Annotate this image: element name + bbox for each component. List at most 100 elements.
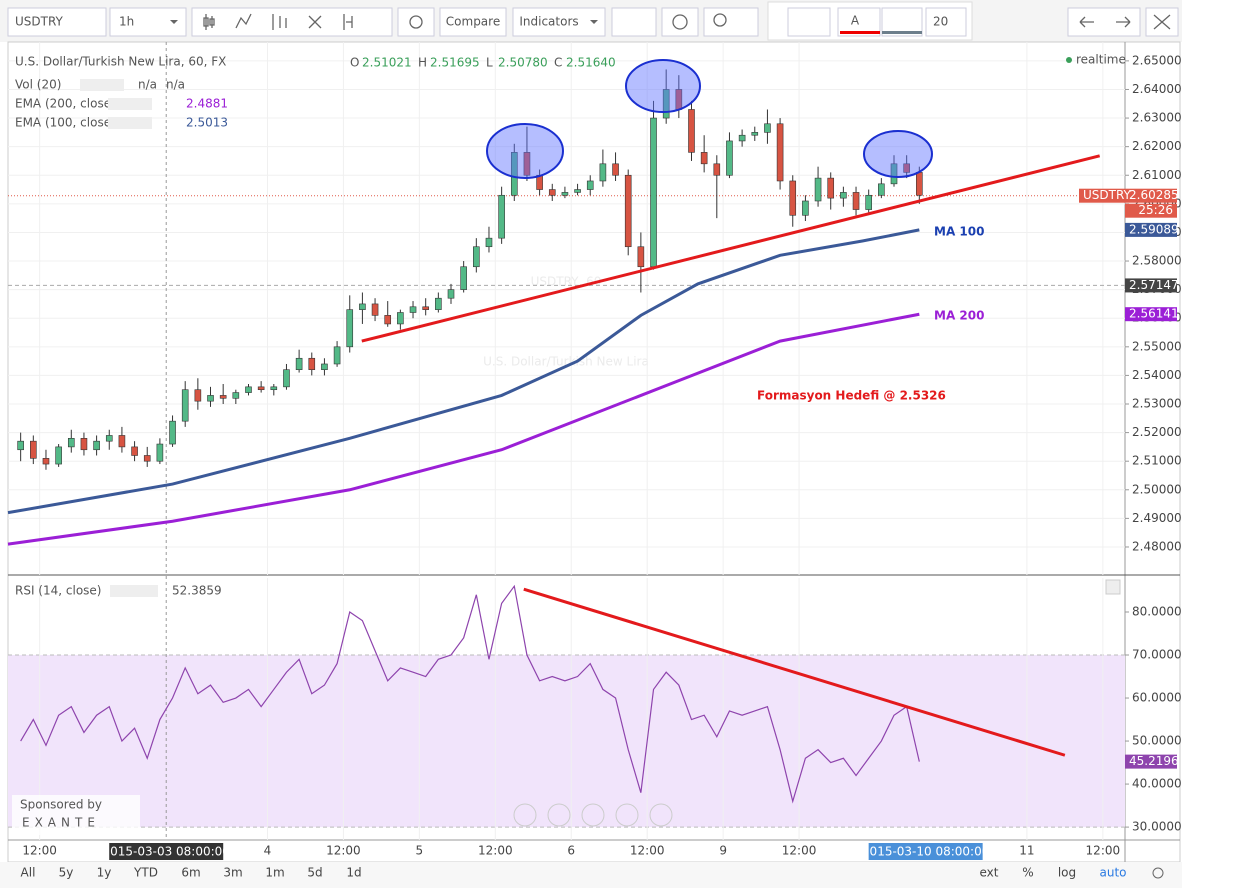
- y-tick-label: 30.0000: [1132, 820, 1182, 834]
- template-button[interactable]: [611, 7, 657, 37]
- study-value: 2.4881: [186, 97, 228, 111]
- rsi-trendline: [523, 587, 1066, 757]
- axis-option[interactable]: auto: [1099, 866, 1126, 880]
- y-tick-label: 60.0000: [1132, 691, 1182, 705]
- gear-icon[interactable]: [409, 15, 423, 29]
- maximize-pane[interactable]: [1105, 579, 1121, 595]
- study-value: n/a: [138, 78, 157, 92]
- compare[interactable]: Compare: [446, 15, 500, 29]
- candle-body: [397, 312, 404, 325]
- candle-body: [207, 395, 214, 402]
- study-icons[interactable]: [108, 98, 152, 110]
- fullscreen-button[interactable]: [1145, 7, 1179, 37]
- ohlc-key: C: [554, 56, 562, 70]
- interval[interactable]: 1h: [119, 15, 134, 29]
- settings-gear[interactable]: [1152, 867, 1164, 879]
- rsi-badge: [1125, 754, 1177, 769]
- ohlc-value: 2.51695: [430, 56, 480, 70]
- candle-body: [435, 297, 442, 310]
- candle-body: [890, 163, 898, 185]
- candles-icon[interactable]: [203, 14, 215, 30]
- price-badge-label: 2.57147: [1129, 278, 1179, 292]
- crosshair-label: 2015-03-10 08:00:00: [862, 845, 989, 859]
- alarm-icon[interactable]: [672, 14, 688, 30]
- pattern-circle: [625, 59, 701, 113]
- candle-body: [814, 177, 822, 202]
- ma-label: MA 100: [934, 224, 984, 238]
- period-button[interactable]: 5y: [59, 866, 74, 880]
- period-button[interactable]: YTD: [133, 866, 158, 880]
- alert-button[interactable]: [661, 7, 699, 37]
- chart-type-box[interactable]: [191, 7, 393, 37]
- period-button[interactable]: 6m: [181, 866, 200, 880]
- text-tool[interactable]: A: [851, 14, 860, 28]
- nav-button[interactable]: [513, 803, 537, 827]
- bulb-icon[interactable]: [713, 13, 727, 27]
- fullscreen-icon[interactable]: [1153, 14, 1171, 30]
- line-icon[interactable]: [235, 13, 252, 29]
- candle-body: [308, 357, 316, 370]
- study-icons[interactable]: [110, 585, 158, 597]
- settings-button[interactable]: [397, 7, 435, 37]
- text-color: [840, 31, 880, 34]
- font-size[interactable]: 20: [933, 15, 948, 29]
- candle-body: [802, 200, 809, 216]
- rsi-badge-label: 45.2196: [1129, 754, 1179, 768]
- undo-icon[interactable]: [1079, 16, 1094, 28]
- period-button[interactable]: 1m: [265, 866, 284, 880]
- x-tick-label: 9: [719, 844, 727, 858]
- price-badge: [1125, 307, 1177, 322]
- period-button[interactable]: 1y: [97, 866, 112, 880]
- candle-body: [650, 117, 657, 268]
- period-button[interactable]: 1d: [346, 866, 361, 880]
- ideas-button[interactable]: [703, 7, 759, 37]
- countdown: 25:26: [1138, 203, 1173, 217]
- candle-body: [105, 435, 113, 442]
- candle-body: [510, 152, 518, 196]
- compare-button[interactable]: [439, 7, 507, 37]
- candle-body: [561, 192, 569, 196]
- period-button[interactable]: 5d: [307, 866, 322, 880]
- candle-body: [586, 180, 594, 190]
- pattern-circle: [863, 130, 933, 178]
- bars-icon[interactable]: [272, 14, 287, 30]
- nav-button[interactable]: [581, 803, 605, 827]
- axis-option[interactable]: ext: [980, 866, 999, 880]
- period-button[interactable]: 3m: [223, 866, 242, 880]
- y-tick-label: 2.58000: [1132, 254, 1182, 268]
- study-icons[interactable]: [80, 79, 124, 91]
- candle-body: [67, 438, 75, 448]
- font-size-button[interactable]: [925, 7, 967, 37]
- candle-body: [257, 386, 265, 391]
- candle-body: [738, 134, 746, 142]
- axis-option[interactable]: %: [1022, 866, 1033, 880]
- candle-body: [181, 389, 189, 422]
- candle-body: [840, 192, 847, 199]
- dropdown-arrow: [170, 20, 178, 24]
- x-tick-label: 12:00: [782, 844, 817, 858]
- price-badge: [1125, 222, 1177, 237]
- y-tick-label: 2.54000: [1132, 368, 1182, 382]
- study-icons[interactable]: [108, 117, 152, 129]
- indicators-button[interactable]: [512, 7, 606, 37]
- candle-body: [865, 194, 872, 210]
- period-button[interactable]: All: [21, 866, 36, 880]
- study-value: n/a: [166, 78, 185, 92]
- candle-body: [118, 435, 126, 448]
- candle-body: [485, 237, 493, 248]
- indicators[interactable]: Indicators: [519, 15, 578, 29]
- symbol[interactable]: USDTRY: [15, 15, 64, 29]
- nav-button[interactable]: [547, 803, 571, 827]
- crosshair-box: [109, 843, 224, 860]
- symbol-box[interactable]: [7, 7, 107, 37]
- nav-buttons: [513, 803, 673, 827]
- nav-button[interactable]: [615, 803, 639, 827]
- pf-icon[interactable]: [308, 15, 322, 29]
- study-name: EMA (200, close): [15, 97, 116, 111]
- candle-body: [574, 189, 581, 193]
- redo-icon[interactable]: [1116, 16, 1131, 28]
- style-button[interactable]: [787, 7, 831, 37]
- axis-option[interactable]: log: [1058, 866, 1076, 880]
- nav-button[interactable]: [649, 803, 673, 827]
- kagi-icon[interactable]: [343, 14, 353, 30]
